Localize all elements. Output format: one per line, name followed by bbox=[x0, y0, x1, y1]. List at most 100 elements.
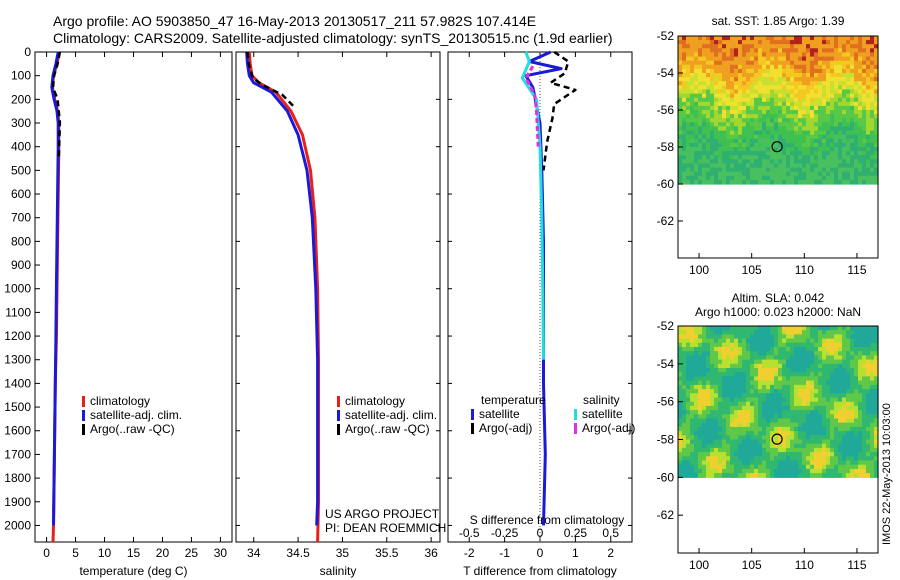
sla_map-cell bbox=[794, 330, 799, 335]
sst_map-cell bbox=[730, 60, 735, 66]
sla_map-cell bbox=[738, 389, 743, 394]
sst_map-cell bbox=[834, 159, 839, 164]
sst_map-cell bbox=[786, 36, 791, 41]
sst_map-cell bbox=[682, 44, 687, 49]
sla_map-cell bbox=[818, 431, 823, 436]
sst_map-cell bbox=[790, 64, 795, 70]
sst_map-cell bbox=[778, 167, 783, 173]
sla_map-cell bbox=[838, 359, 843, 365]
sla_map-cell bbox=[726, 418, 731, 424]
sla_map-cell bbox=[682, 376, 687, 382]
sla_map-cell bbox=[746, 401, 751, 407]
sla_map-cell bbox=[766, 359, 771, 365]
sst_map-cell bbox=[842, 89, 847, 95]
sla_map-cell bbox=[706, 439, 711, 445]
sst_map-cell bbox=[798, 159, 803, 164]
sst_map-cell bbox=[874, 130, 879, 136]
sst_map-cell bbox=[874, 101, 879, 107]
sst_map-cell bbox=[750, 48, 755, 53]
sla_map-cell bbox=[726, 456, 731, 462]
sst_map-cell bbox=[742, 179, 747, 185]
sst_map-cell bbox=[802, 60, 807, 66]
sla_map-cell bbox=[858, 439, 863, 445]
sla_map-cell bbox=[846, 330, 851, 335]
sla_map-cell bbox=[750, 405, 755, 411]
sst_map-cell bbox=[822, 93, 827, 99]
sla_map-cell bbox=[826, 334, 831, 340]
sst_map-cell bbox=[686, 81, 691, 86]
sla_map-cell bbox=[686, 384, 691, 390]
sla_map-cell bbox=[686, 452, 691, 457]
sla_map-cell bbox=[782, 347, 787, 352]
sst_map-cell bbox=[830, 142, 835, 148]
sst_map-cell bbox=[746, 56, 751, 62]
sst_map-cell bbox=[726, 81, 731, 86]
sst_map-cell bbox=[850, 110, 855, 115]
sla_map-cell bbox=[798, 418, 803, 424]
sla_map-cell bbox=[842, 359, 847, 365]
sla_map-cell bbox=[806, 342, 811, 348]
sla_map-cell bbox=[714, 326, 719, 331]
sla_map-cell bbox=[834, 384, 839, 390]
sla_map-cell bbox=[718, 397, 723, 403]
sla_map-cell bbox=[830, 334, 835, 340]
sla_map-cell bbox=[686, 397, 691, 403]
sst_map-cell bbox=[702, 48, 707, 53]
sst_map-cell bbox=[794, 89, 799, 95]
sla_map-cell bbox=[714, 359, 719, 365]
sst_map-cell bbox=[690, 89, 695, 95]
sst_map-cell bbox=[722, 134, 727, 140]
sst_map-cell bbox=[762, 151, 767, 156]
sla_map-cell bbox=[782, 363, 787, 369]
sst_map-cell bbox=[694, 73, 699, 78]
sst_map-cell bbox=[678, 163, 683, 169]
sla_map-cell bbox=[774, 414, 779, 420]
sla_map-cell bbox=[870, 347, 875, 352]
sla_map-cell bbox=[830, 414, 835, 420]
sla_map-cell bbox=[722, 368, 727, 373]
sla_map-cell bbox=[754, 372, 759, 377]
sla_map-cell bbox=[722, 401, 727, 407]
sla_map-cell bbox=[834, 351, 839, 356]
sst_map-cell bbox=[842, 60, 847, 66]
sst_map-cell bbox=[714, 179, 719, 185]
sst_map-cell bbox=[790, 81, 795, 86]
sla_map-cell bbox=[786, 326, 791, 331]
sla_map-cell bbox=[750, 422, 755, 428]
sla_map-cell bbox=[722, 452, 727, 457]
sst_map-cell bbox=[834, 97, 839, 103]
sst_map-cell bbox=[818, 64, 823, 70]
sst_map-cell bbox=[682, 147, 687, 152]
sst_map-cell bbox=[778, 175, 783, 181]
sst_map-cell bbox=[694, 77, 699, 82]
sst_map-cell bbox=[782, 77, 787, 82]
sla_map-cell bbox=[790, 393, 795, 399]
sst_map-cell bbox=[834, 142, 839, 148]
sst_map-cell bbox=[702, 64, 707, 70]
sla_map-cell bbox=[762, 401, 767, 407]
sla_map-cell bbox=[686, 372, 691, 377]
sla_map-cell bbox=[814, 334, 819, 340]
sst_map-cell bbox=[742, 56, 747, 62]
sla_map-cell bbox=[850, 456, 855, 462]
sla_map-cell bbox=[846, 342, 851, 348]
sst_map-cell bbox=[694, 52, 699, 58]
sst_map-cell bbox=[874, 89, 879, 95]
sla_map-cell bbox=[766, 447, 771, 453]
sla_map-cell bbox=[722, 389, 727, 394]
sla_map-cell bbox=[762, 439, 767, 445]
sst_map-cell bbox=[734, 134, 739, 140]
sla_map-cell bbox=[826, 380, 831, 386]
sst_map-cell bbox=[838, 36, 843, 41]
temp-ytick-label: 400 bbox=[11, 140, 31, 154]
sst_map-cell bbox=[694, 93, 699, 99]
sst_map-cell bbox=[758, 114, 763, 119]
sla_map-cell bbox=[814, 439, 819, 445]
sla_map-cell bbox=[782, 393, 787, 399]
sst_map-cell bbox=[730, 85, 735, 90]
sst_map-cell bbox=[846, 122, 851, 127]
sst_map-cell bbox=[842, 56, 847, 62]
sla_map-cell bbox=[786, 347, 791, 352]
sla_map-cell bbox=[802, 464, 807, 470]
sst_map-cell bbox=[818, 101, 823, 107]
